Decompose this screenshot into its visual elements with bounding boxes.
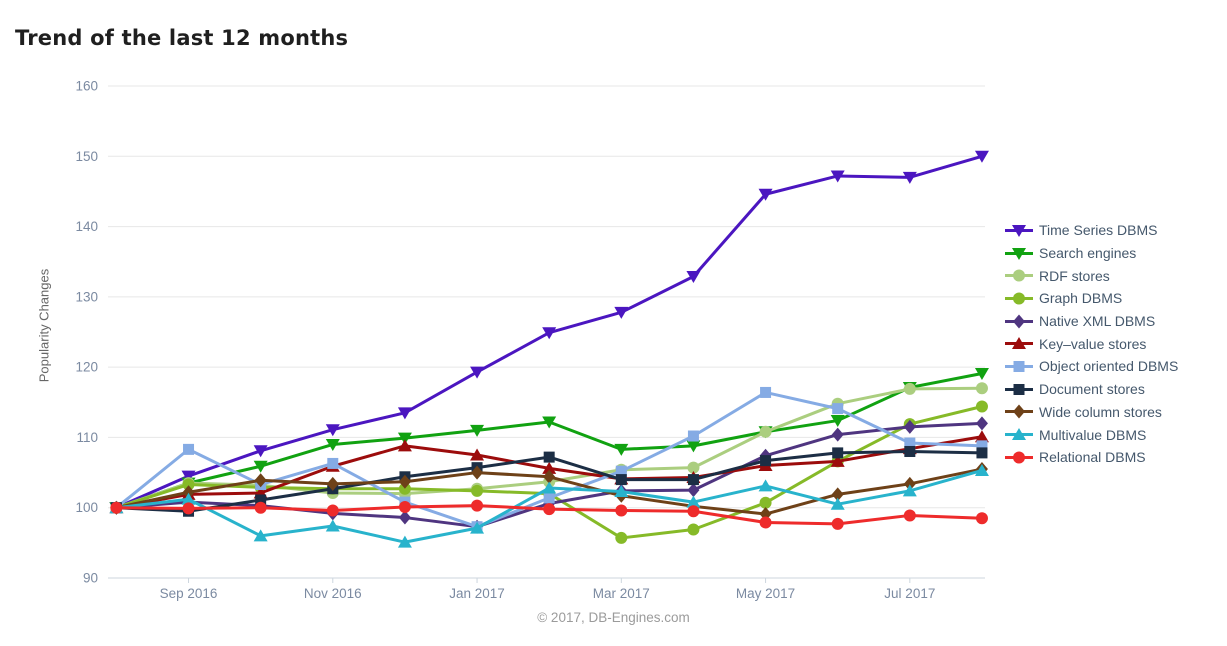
legend-label: RDF stores bbox=[1039, 267, 1110, 284]
legend-item-graph-dbms[interactable]: Graph DBMS bbox=[1004, 287, 1178, 310]
x-tick-label-sep-2016: Sep 2016 bbox=[160, 586, 218, 601]
circle-marker-icon bbox=[1005, 269, 1033, 282]
y-tick-label-120: 120 bbox=[75, 360, 98, 375]
legend-item-document-stores[interactable]: Document stores bbox=[1004, 378, 1178, 401]
x-tick-label-jan-2017: Jan 2017 bbox=[449, 586, 505, 601]
triangle-up-marker-icon bbox=[1005, 428, 1033, 441]
legend-label: Graph DBMS bbox=[1039, 290, 1123, 307]
legend-label: Key–value stores bbox=[1039, 335, 1147, 352]
x-tick-label-jul-2017: Jul 2017 bbox=[884, 586, 935, 601]
legend-item-relational-dbms[interactable]: Relational DBMS bbox=[1004, 446, 1178, 469]
legend-label: Wide column stores bbox=[1039, 403, 1162, 420]
legend-item-rdf-stores[interactable]: RDF stores bbox=[1004, 264, 1178, 287]
legend-item-native-xml-dbms[interactable]: Native XML DBMS bbox=[1004, 310, 1178, 333]
triangle-down-marker-icon bbox=[1005, 247, 1033, 260]
y-tick-label-140: 140 bbox=[75, 219, 98, 234]
legend-label: Multivalue DBMS bbox=[1039, 426, 1147, 443]
legend-item-multivalue-dbms[interactable]: Multivalue DBMS bbox=[1004, 423, 1178, 446]
diamond-marker-icon bbox=[1005, 404, 1033, 419]
legend-label: Document stores bbox=[1039, 381, 1145, 398]
legend-item-key-value-stores[interactable]: Key–value stores bbox=[1004, 332, 1178, 355]
legend-item-time-series-dbms[interactable]: Time Series DBMS bbox=[1004, 219, 1178, 242]
y-tick-label-100: 100 bbox=[75, 500, 98, 515]
circle-marker-icon bbox=[1005, 292, 1033, 305]
diamond-marker-icon bbox=[1005, 314, 1033, 329]
legend-item-search-engines[interactable]: Search engines bbox=[1004, 242, 1178, 265]
x-tick-label-nov-2016: Nov 2016 bbox=[304, 586, 362, 601]
series-time-series-dbms bbox=[109, 150, 989, 515]
y-tick-label-90: 90 bbox=[83, 571, 98, 586]
legend-label: Relational DBMS bbox=[1039, 449, 1146, 466]
x-tick-label-mar-2017: Mar 2017 bbox=[593, 586, 650, 601]
legend-label: Object oriented DBMS bbox=[1039, 358, 1179, 375]
legend-item-object-oriented-dbms[interactable]: Object oriented DBMS bbox=[1004, 355, 1178, 378]
y-tick-label-150: 150 bbox=[75, 149, 98, 164]
y-tick-label-160: 160 bbox=[75, 79, 98, 94]
chart-title: Trend of the last 12 months bbox=[15, 26, 349, 51]
chart-legend: Time Series DBMS Search engines RDF stores… bbox=[1004, 219, 1178, 469]
triangle-up-marker-icon bbox=[1005, 337, 1033, 350]
x-tick-label-may-2017: May 2017 bbox=[736, 586, 795, 601]
legend-item-wide-column-stores[interactable]: Wide column stores bbox=[1004, 401, 1178, 424]
series-multivalue-dbms bbox=[109, 463, 989, 548]
y-tick-label-130: 130 bbox=[75, 289, 98, 304]
square-marker-icon bbox=[1005, 360, 1033, 372]
legend-label: Search engines bbox=[1039, 245, 1137, 262]
triangle-down-marker-icon bbox=[1005, 224, 1033, 237]
y-tick-label-110: 110 bbox=[76, 430, 98, 445]
circle-marker-icon bbox=[1005, 451, 1033, 464]
square-marker-icon bbox=[1005, 383, 1033, 395]
series-relational-dbms bbox=[110, 499, 988, 530]
copyright-footer: © 2017, DB-Engines.com bbox=[537, 610, 690, 625]
legend-label: Time Series DBMS bbox=[1039, 222, 1158, 239]
legend-label: Native XML DBMS bbox=[1039, 313, 1156, 330]
